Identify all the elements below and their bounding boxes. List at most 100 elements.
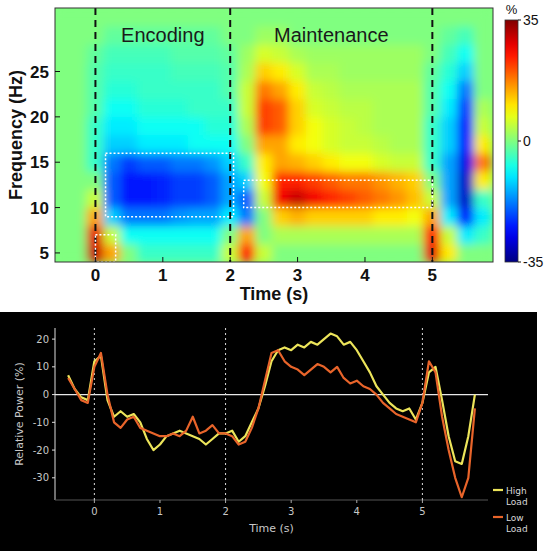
heatmap-cell (440, 243, 458, 262)
x-axis-line (55, 500, 488, 501)
phase-label: Maintenance (274, 24, 389, 46)
heatmap-cell (120, 62, 138, 81)
heatmap-cell (339, 80, 357, 99)
heatmap-cell (137, 189, 155, 208)
heatmap-cell (339, 135, 357, 154)
heatmap-cell (204, 225, 222, 244)
heatmap-cell (390, 225, 408, 244)
heatmap-cell (474, 153, 492, 172)
heatmap-cell (289, 98, 307, 117)
heatmap-cell (407, 80, 425, 99)
heatmap-cell (306, 116, 324, 135)
heatmap-cell (322, 243, 340, 262)
heatmap-cell (272, 243, 290, 262)
colorbar-tick-label: 0 (523, 133, 531, 149)
heatmap-cell (137, 153, 155, 172)
heatmap-cell (103, 135, 121, 154)
heatmap-area (55, 8, 493, 262)
heatmap-cell (373, 207, 391, 226)
heatmap-cell (440, 171, 458, 190)
heatmap-cell (306, 207, 324, 226)
x-tick-label: 0 (91, 266, 100, 285)
heatmap-cell (55, 207, 71, 226)
heatmap-cell (356, 80, 374, 99)
heatmap-cell (188, 189, 206, 208)
heatmap-cell (255, 153, 273, 172)
heatmap-cell (55, 153, 71, 172)
heatmap-cell (171, 153, 189, 172)
heatmap-cell (171, 189, 189, 208)
figure: EncodingMaintenance012345510152025Time (… (0, 0, 560, 551)
heatmap-cell (238, 153, 256, 172)
heatmap-cell (238, 44, 256, 63)
heatmap-cell (55, 26, 71, 45)
y-tick (55, 71, 60, 72)
colorbar-tick-label: 35 (523, 12, 539, 28)
heatmap-cell (339, 44, 357, 63)
heatmap-cell (356, 207, 374, 226)
heatmap-cell (70, 135, 88, 154)
heatmap-cell (204, 62, 222, 81)
heatmap-cell (390, 116, 408, 135)
heatmap-cell (306, 44, 324, 63)
heatmap-cell (356, 153, 374, 172)
heatmap-cell (373, 225, 391, 244)
heatmap-cell (137, 62, 155, 81)
heatmap-cell (272, 135, 290, 154)
heatmap-cell (238, 207, 256, 226)
y-tick (52, 394, 55, 395)
heatmap-cell (188, 243, 206, 262)
heatmap-cell (322, 62, 340, 81)
heatmap-cell (70, 116, 88, 135)
x-tick (291, 500, 292, 503)
heatmap-cell (238, 8, 256, 27)
heatmap-cell (306, 243, 324, 262)
heatmap-cell (407, 98, 425, 117)
heatmap-cell (306, 135, 324, 154)
heatmap-cell (154, 116, 172, 135)
heatmap-cell (272, 44, 290, 63)
event-line (94, 8, 96, 262)
colorbar (505, 20, 518, 262)
y-tick-label: 20 (36, 334, 49, 345)
heatmap-cell (120, 80, 138, 99)
heatmap-cell (120, 171, 138, 190)
x-tick-label: 0 (91, 506, 97, 517)
event-line (94, 328, 95, 500)
y-axis-line (55, 328, 56, 500)
heatmap-cell (390, 189, 408, 208)
y-tick (52, 422, 55, 423)
series-line (68, 350, 475, 497)
heatmap-cell (55, 8, 71, 27)
heatmap-cell (188, 98, 206, 117)
y-tick-label: 10 (30, 199, 49, 218)
heatmap-cell (390, 135, 408, 154)
heatmap-cell (188, 116, 206, 135)
heatmap-cell (339, 116, 357, 135)
heatmap-cell (55, 135, 71, 154)
x-tick (162, 257, 163, 262)
y-tick-label: -30 (33, 472, 49, 483)
heatmap-cell (440, 189, 458, 208)
heatmap-cell (407, 26, 425, 45)
heatmap-cell (289, 153, 307, 172)
heatmap-cell (137, 116, 155, 135)
y-tick-label: 0 (43, 389, 49, 400)
heatmap-cell (390, 98, 408, 117)
heatmap-cell (70, 153, 88, 172)
heatmap-cell (255, 44, 273, 63)
x-tick (364, 257, 365, 262)
x-tick-label: 3 (293, 266, 302, 285)
heatmap-cell (306, 98, 324, 117)
heatmap-cell (373, 189, 391, 208)
heatmap-cell (204, 26, 222, 45)
heatmap-cell (238, 135, 256, 154)
heatmap-cell (407, 116, 425, 135)
heatmap-cell (55, 44, 71, 63)
heatmap-cell (171, 135, 189, 154)
heatmap-cell (188, 80, 206, 99)
x-tick-label: 5 (419, 506, 425, 517)
heatmap-cell (373, 80, 391, 99)
heatmap-cell (407, 243, 425, 262)
heatmap-cell (474, 44, 492, 63)
